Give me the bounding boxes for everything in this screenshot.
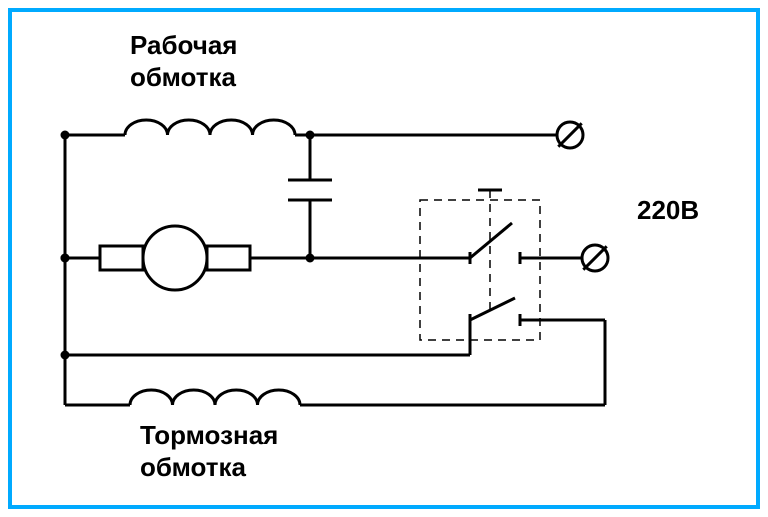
label-voltage: 220В	[637, 195, 699, 226]
label-working-winding-line1: Рабочая	[130, 30, 237, 61]
label-working-winding-line2: обмотка	[130, 62, 236, 93]
circuit-diagram	[0, 0, 768, 517]
label-brake-winding-line1: Тормозная	[140, 420, 278, 451]
label-brake-winding-line2: обмотка	[140, 452, 246, 483]
